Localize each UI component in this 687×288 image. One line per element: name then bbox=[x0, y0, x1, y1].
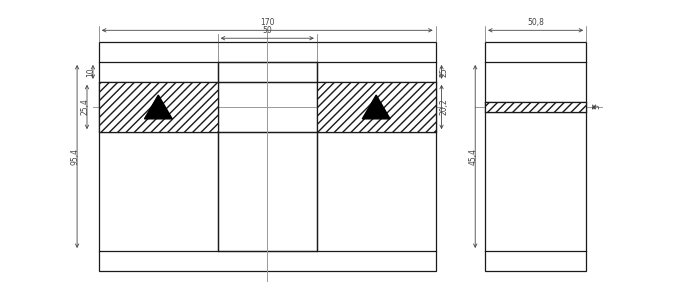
Text: 50: 50 bbox=[262, 26, 272, 35]
Bar bbox=[218, 132, 317, 251]
Text: 50,8: 50,8 bbox=[527, 18, 544, 27]
Bar bbox=[317, 82, 436, 132]
Bar bbox=[485, 42, 586, 271]
Bar bbox=[218, 62, 317, 82]
Text: 5: 5 bbox=[592, 105, 601, 109]
Polygon shape bbox=[144, 95, 172, 119]
Polygon shape bbox=[362, 95, 390, 119]
Text: 45,4: 45,4 bbox=[469, 148, 477, 165]
Text: 95,4: 95,4 bbox=[70, 148, 79, 165]
Text: 25: 25 bbox=[440, 67, 449, 77]
Text: 25,4: 25,4 bbox=[80, 98, 89, 115]
Text: 170: 170 bbox=[260, 18, 275, 27]
Bar bbox=[99, 82, 218, 132]
Bar bbox=[99, 42, 436, 271]
Bar bbox=[485, 102, 586, 112]
Text: 10: 10 bbox=[86, 67, 95, 77]
Text: 20,2: 20,2 bbox=[440, 98, 449, 115]
